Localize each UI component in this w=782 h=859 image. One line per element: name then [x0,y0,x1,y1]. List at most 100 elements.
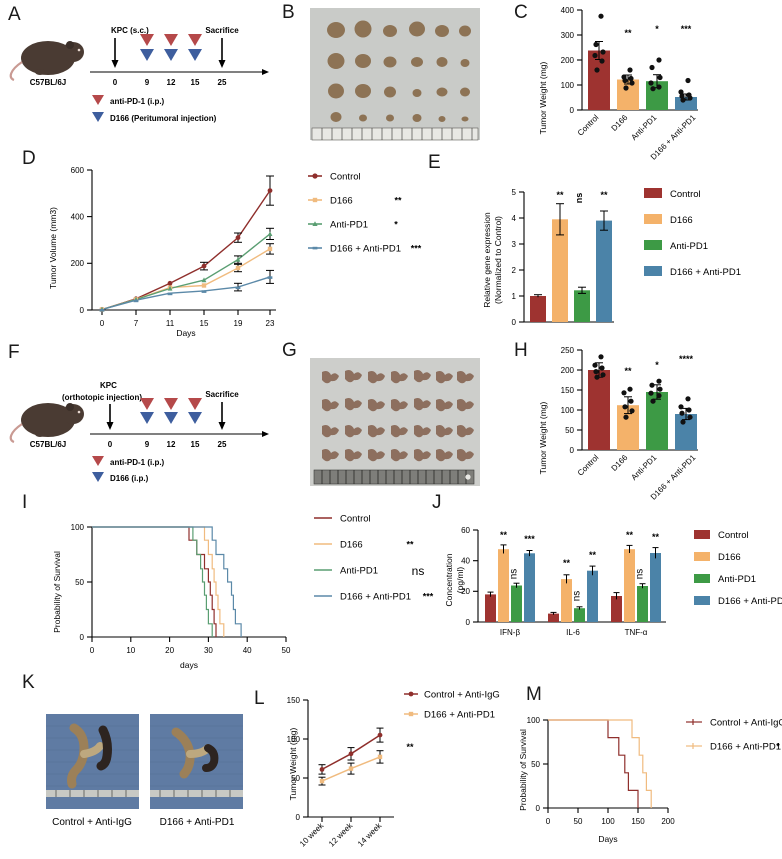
svg-text:11: 11 [166,319,175,328]
svg-text:150: 150 [631,817,645,826]
panel-k: K Control + Anti-IgG D16 [22,672,262,859]
panel-m-ylabel: Probability of Survival [518,729,528,811]
panel-i-sig-1: ** [406,540,414,550]
svg-text:12 week: 12 week [327,820,355,848]
svg-text:5: 5 [512,188,517,197]
panel-e-legend-1: D166 [670,215,693,226]
svg-text:40: 40 [461,557,470,566]
panel-a-strain: C57BL/6J [30,78,66,87]
svg-text:200: 200 [561,366,575,375]
svg-text:200: 200 [561,56,575,65]
svg-text:15: 15 [191,440,200,449]
panel-f-event-label-2: (orthotopic injection) [62,393,142,402]
panel-j-ylabel-2: (pg/ml) [455,567,465,594]
svg-text:50: 50 [574,817,583,826]
svg-text:0: 0 [536,804,541,813]
panel-a-event-label: KPC (s.c.) [111,26,149,35]
panel-e-legend-2: Anti-PD1 [670,241,708,252]
panel-m-sig: * [776,742,780,752]
panel-d: D Tumor Volume (mm3) 0 200 400 600 0 7 1… [18,148,422,338]
svg-text:Control: Control [576,113,601,138]
panel-c-yaxis: 0 100 200 300 400 [561,6,583,115]
panel-j-ylabel-1: Concentration [444,553,454,606]
svg-text:50: 50 [531,760,540,769]
panel-g: G [282,338,482,486]
svg-text:60: 60 [461,526,470,535]
panel-f-legend-1: D166 (i.p.) [110,474,149,483]
panel-c-sig-3: *** [681,24,692,34]
svg-text:**: ** [626,530,634,540]
panel-e-sig-3: ** [600,190,608,200]
svg-text:D166: D166 [610,453,630,473]
svg-text:0: 0 [512,318,517,327]
panel-a-sacrifice-label: Sacrifice [205,26,239,35]
panel-e-sig-1: ** [556,190,564,200]
svg-text:400: 400 [561,6,575,15]
panel-i-curves [92,526,242,637]
legend-swatch-antipd1 [92,95,104,105]
panel-d-xlabel: Days [176,328,195,338]
panel-a-label: A [8,4,21,25]
panel-c-chart: Tumor Weight (mg) 0 100 200 300 400 [538,6,698,162]
panel-h-sig-2: * [655,360,659,370]
panel-b-photo [310,8,480,141]
panel-h-sig-1: ** [624,366,632,376]
panel-j-legend-3: D166 + Anti-PD1 [718,596,782,607]
panel-k-photo-0 [46,714,139,809]
panel-j-legend-0: Control [718,530,749,541]
svg-text:200: 200 [71,259,85,268]
svg-text:**: ** [563,558,571,568]
svg-text:12: 12 [167,78,176,87]
panel-m-xlabel: Days [598,834,617,844]
svg-text:200: 200 [661,817,675,826]
panel-l-legend: Control + Anti-IgG D166 + Anti-PD1 [404,690,500,721]
panel-d-legend-0: Control [330,172,361,183]
legend-swatch-d166 [92,472,104,482]
dose-arrows-blue [140,412,202,424]
svg-text:0: 0 [570,446,575,455]
panel-f-strain: C57BL/6J [30,440,66,449]
svg-text:1: 1 [512,292,517,301]
svg-text:19: 19 [234,319,243,328]
panel-d-chart: Tumor Volume (mm3) 0 200 400 600 0 7 11 … [48,166,422,338]
svg-text:0: 0 [296,813,301,822]
svg-text:23: 23 [266,319,275,328]
svg-text:10: 10 [126,646,135,655]
svg-text:TNF-α: TNF-α [625,628,648,637]
panel-e-sig-2: ns [574,193,584,204]
specimen-group [322,370,474,462]
panel-e-yaxis: 0 1 2 3 4 5 [512,188,525,327]
svg-text:100: 100 [287,735,301,744]
panel-m-legend: Control + Anti-IgG D166 + Anti-PD1 * [686,718,782,753]
svg-text:**: ** [500,530,508,540]
panel-d-yaxis: 0 200 400 600 [71,166,93,315]
panel-m-label: M [526,684,542,705]
panel-h-yaxis: 0 50 100 150 200 250 [561,346,583,455]
panel-e-legend-3: D166 + Anti-PD1 [670,267,741,278]
panel-e-ylabel-1: Relative gene expression [482,212,492,308]
panel-a-timepoints: 0 9 12 15 25 [113,78,227,87]
panel-f-legend-0: anti-PD-1 (i.p.) [110,458,165,467]
panel-j-legend-2: Anti-PD1 [718,574,756,585]
legend-swatch-d166 [92,112,104,122]
svg-text:20: 20 [461,587,470,596]
panel-d-label: D [22,148,36,169]
svg-text:150: 150 [561,386,575,395]
panel-k-caption-1: D166 + Anti-PD1 [159,817,235,828]
panel-k-label: K [22,672,35,693]
panel-c-datapoints [592,13,693,103]
svg-text:9: 9 [145,78,150,87]
svg-text:50: 50 [75,578,84,587]
panel-f-event-label-1: KPC [100,381,117,390]
panel-m-legend-1: D166 + Anti-PD1 [710,742,781,753]
svg-text:Control: Control [576,453,601,478]
panel-m-chart: Probability of Survival 0 50 100 0 50 10… [518,716,782,844]
panel-i: I Probability of Survival 0 50 100 0 10 … [18,492,438,678]
panel-a-legend-0: anti-PD-1 (i.p.) [110,97,165,106]
svg-text:14 week: 14 week [356,820,384,848]
dose-arrows-red [140,398,202,410]
panel-j-significance: ** ns *** ** ns ** ** ns ** [500,530,660,601]
svg-text:9: 9 [145,440,150,449]
panel-d-legend-2: Anti-PD1 [330,220,368,231]
svg-text:10 week: 10 week [298,820,326,848]
